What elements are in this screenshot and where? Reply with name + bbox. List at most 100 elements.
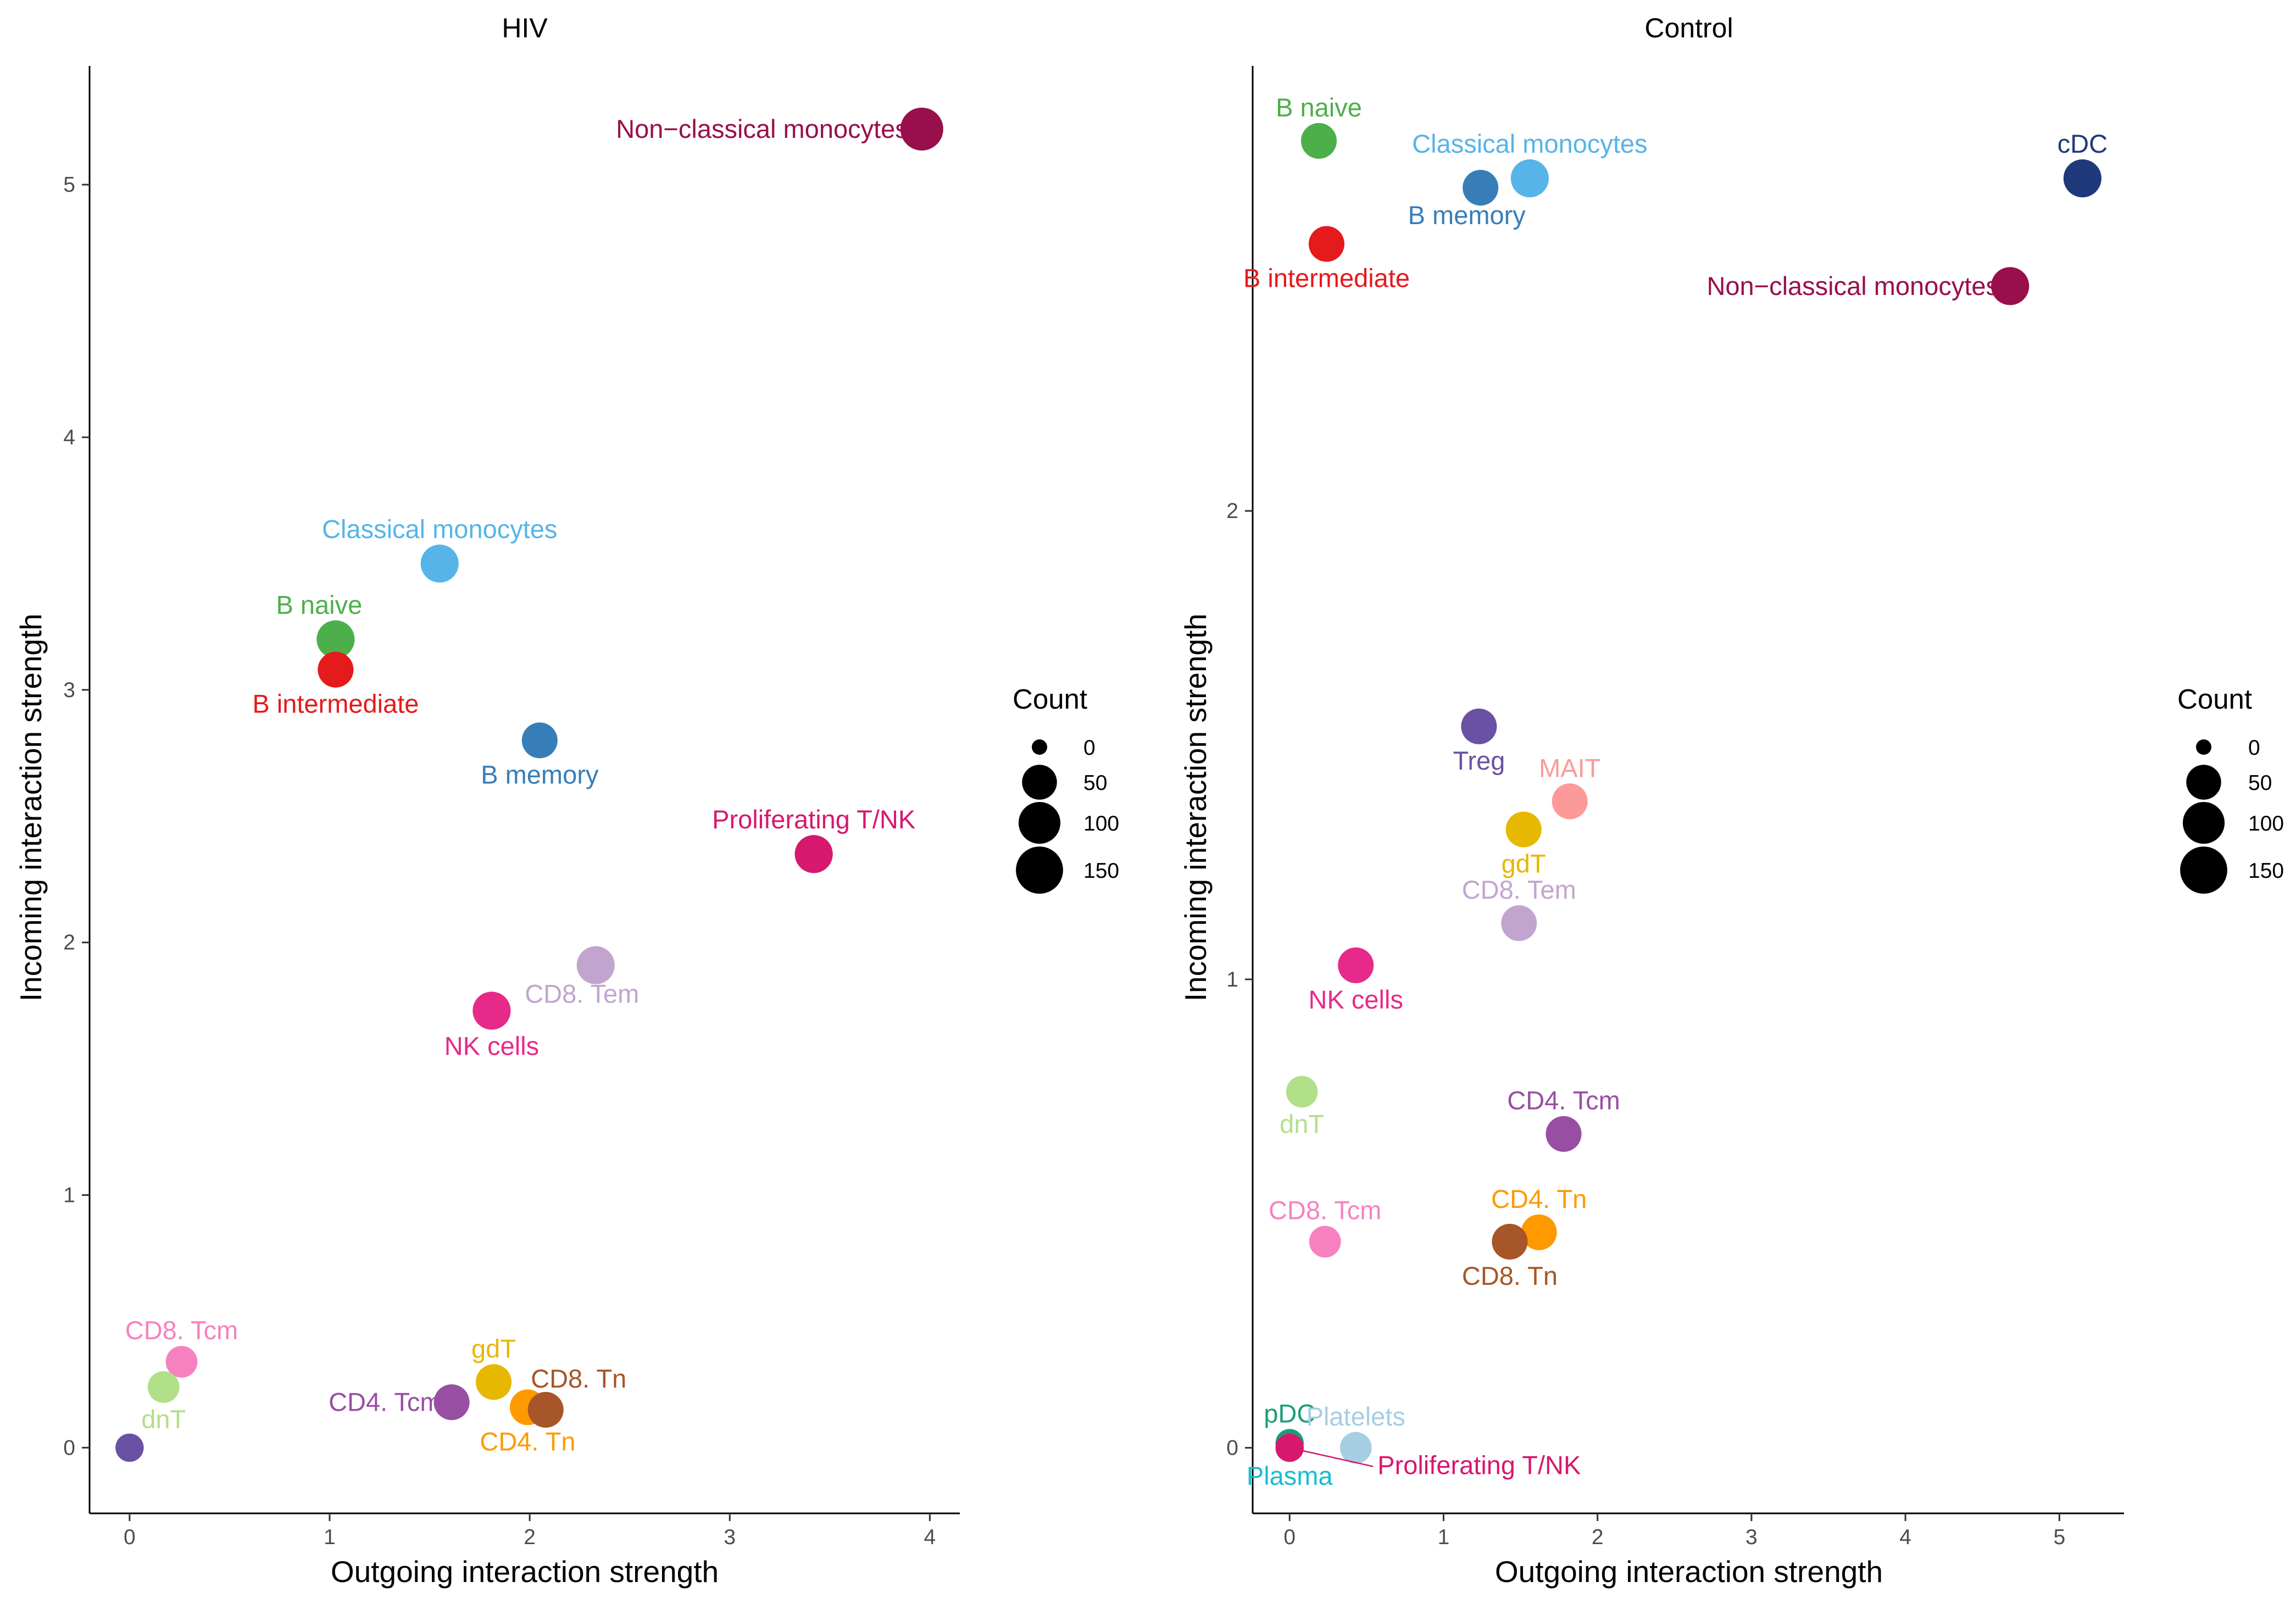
control-point-dnt — [1286, 1076, 1318, 1108]
control-label-pdc: pDC — [1264, 1399, 1315, 1428]
control-label-classical-monocytes: Classical monocytes — [1412, 129, 1647, 158]
control-label-non-classical-monocytes: Non−classical monocytes — [1706, 271, 1999, 300]
hiv-label-b-memory: B memory — [481, 760, 599, 789]
hiv-label-nk-cells: NK cells — [444, 1031, 539, 1060]
hiv-point-treg — [115, 1433, 144, 1462]
hiv-legend-key-100 — [1018, 801, 1061, 844]
control-point-cd8-tn — [1492, 1223, 1528, 1260]
hiv-point-b-naive — [316, 620, 355, 659]
control-point-b-intermediate — [1308, 226, 1345, 262]
control-y-tick-label: 0 — [1226, 1436, 1238, 1460]
hiv-y-tick-label: 3 — [63, 678, 75, 702]
hiv-point-proliferating-t-nk — [794, 835, 833, 873]
hiv-legend-title: Count — [1013, 683, 1087, 715]
control-point-platelets — [1339, 1432, 1372, 1464]
hiv-point-cd8-tn — [527, 1391, 564, 1428]
hiv-legend-label-100: 100 — [1083, 812, 1119, 836]
control-points — [1275, 122, 2102, 1464]
hiv-legend-label-150: 150 — [1083, 859, 1119, 883]
control-legend-label-50: 50 — [2248, 771, 2272, 795]
control-point-b-memory — [1463, 170, 1499, 206]
hiv-legend-label-50: 50 — [1083, 771, 1107, 795]
control-legend-title: Count — [2177, 683, 2252, 715]
control-panel-title: Control — [1644, 13, 1733, 43]
control-label-treg: Treg — [1453, 746, 1505, 775]
hiv-x-tick-label: 1 — [324, 1525, 336, 1549]
hiv-point-non-classical-monocytes — [900, 107, 943, 151]
hiv-legend-label-0: 0 — [1083, 736, 1096, 760]
control-label-cd4-tcm: CD4. Tcm — [1507, 1086, 1620, 1115]
hiv-label-cd8-tn: CD8. Tn — [531, 1364, 626, 1393]
control-legend-label-100: 100 — [2248, 812, 2284, 836]
control-count-legend: Count 0 50 100 150 — [2177, 683, 2284, 894]
hiv-x-tick-label: 4 — [924, 1525, 936, 1549]
control-x-axis-title: Outgoing interaction strength — [1495, 1555, 1883, 1589]
control-legend-key-50 — [2186, 765, 2221, 800]
control-label-cd8-tn: CD8. Tn — [1462, 1261, 1558, 1290]
control-legend-label-0: 0 — [2248, 736, 2260, 760]
control-axes: 0 1 2 3 4 5 0 1 2 — [1226, 66, 2124, 1549]
control-point-nk-cells — [1338, 947, 1374, 983]
control-point-cd8-tcm — [1309, 1226, 1341, 1258]
hiv-point-b-intermediate — [318, 651, 354, 688]
control-point-non-classical-monocytes — [1991, 267, 2030, 305]
hiv-label-cd8-tcm: CD8. Tcm — [125, 1316, 238, 1345]
control-label-b-intermediate: B intermediate — [1243, 264, 1410, 293]
control-legend-key-0 — [2196, 739, 2211, 755]
control-label-plasma: Plasma — [1247, 1461, 1333, 1490]
hiv-y-tick-label: 1 — [63, 1184, 75, 1207]
hiv-legend-key-150 — [1016, 846, 1063, 894]
hiv-x-tick-label: 2 — [524, 1525, 536, 1549]
control-label-cd8-tcm: CD8. Tcm — [1269, 1196, 1381, 1225]
control-label-nk-cells: NK cells — [1309, 985, 1403, 1014]
hiv-x-tick-label: 0 — [124, 1525, 136, 1549]
control-label-mait: MAIT — [1539, 753, 1600, 782]
control-x-tick-label: 0 — [1283, 1525, 1296, 1549]
control-x-tick-label: 2 — [1592, 1525, 1604, 1549]
control-legend-label-150: 150 — [2248, 859, 2284, 883]
control-label-b-memory: B memory — [1408, 200, 1526, 230]
control-point-gdt — [1505, 811, 1542, 848]
hiv-points — [115, 107, 943, 1462]
hiv-y-tick-label: 0 — [63, 1436, 75, 1460]
hiv-point-cd8-tcm — [165, 1346, 198, 1378]
hiv-label-cd8-tem: CD8. Tem — [525, 979, 639, 1009]
control-label-cdc: cDC — [2058, 129, 2108, 158]
hiv-point-classical-monocytes — [420, 544, 459, 583]
hiv-label-classical-monocytes: Classical monocytes — [322, 514, 557, 543]
hiv-panel-title: HIV — [502, 13, 548, 43]
control-y-axis-title: Incoming interaction strength — [1178, 614, 1213, 1001]
control-x-tick-label: 1 — [1438, 1525, 1450, 1549]
control-label-b-naive: B naive — [1276, 93, 1362, 122]
control-legend-key-150 — [2180, 846, 2227, 894]
control-point-treg — [1461, 708, 1497, 744]
hiv-point-nk-cells — [472, 992, 511, 1030]
control-label-cd4-tn: CD4. Tn — [1491, 1184, 1587, 1213]
control-point-cd4-tn — [1521, 1214, 1557, 1250]
control-leader-proliferating-t-nk — [1289, 1447, 1374, 1467]
hiv-axes: 0 1 2 3 4 0 1 2 3 4 5 — [63, 66, 960, 1549]
hiv-legend-key-0 — [1032, 739, 1047, 755]
hiv-label-gdt: gdT — [471, 1334, 516, 1363]
control-label-dnt: dnT — [1280, 1109, 1324, 1138]
control-y-tick-label: 1 — [1226, 968, 1238, 992]
control-point-mait — [1552, 783, 1588, 820]
control-point-cd8-tem — [1501, 905, 1537, 942]
control-label-platelets: Platelets — [1307, 1402, 1405, 1431]
control-legend-key-100 — [2182, 801, 2225, 844]
control-label-proliferating-t-nk: Proliferating T/NK — [1377, 1451, 1581, 1480]
control-panel: Control 0 1 2 3 4 5 0 1 2 B naive Classical monoc… — [1178, 13, 2124, 1589]
control-label-cd8-tem: CD8. Tem — [1462, 875, 1576, 904]
hiv-point-cd8-tem — [576, 946, 615, 984]
hiv-y-tick-label: 5 — [63, 173, 75, 197]
hiv-label-b-naive: B naive — [276, 590, 362, 619]
control-point-labels: B naive Classical monocytes B memory cDC B i… — [1243, 93, 2108, 1490]
control-x-tick-label: 4 — [1899, 1525, 1911, 1549]
hiv-point-cd4-tcm — [433, 1384, 470, 1421]
hiv-point-dnt — [147, 1371, 180, 1403]
hiv-point-gdt — [476, 1364, 512, 1400]
hiv-y-tick-label: 4 — [63, 426, 75, 449]
control-y-tick-label: 2 — [1226, 499, 1238, 523]
